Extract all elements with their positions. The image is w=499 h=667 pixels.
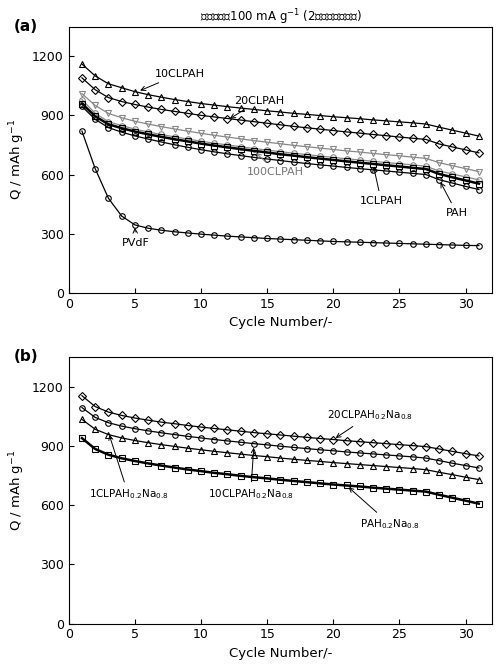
Y-axis label: Q / mAh g$^{-1}$: Q / mAh g$^{-1}$ xyxy=(7,450,26,531)
Text: 20CLPAH: 20CLPAH xyxy=(231,95,284,118)
Text: (a): (a) xyxy=(13,19,38,33)
Text: PVdF: PVdF xyxy=(122,229,150,247)
Text: (b): (b) xyxy=(13,350,38,364)
Y-axis label: Q / mAh g$^{-1}$: Q / mAh g$^{-1}$ xyxy=(7,119,26,200)
Text: 100CLPAH: 100CLPAH xyxy=(248,153,304,177)
X-axis label: Cycle Number/-: Cycle Number/- xyxy=(229,316,332,329)
Text: PAH$_{0.2}$Na$_{0.8}$: PAH$_{0.2}$Na$_{0.8}$ xyxy=(349,488,420,531)
Text: 1CLPAH$_{0.2}$Na$_{0.8}$: 1CLPAH$_{0.2}$Na$_{0.8}$ xyxy=(88,436,168,501)
Text: 10CLPAH: 10CLPAH xyxy=(141,69,205,91)
Text: 20CLPAH$_{0.2}$Na$_{0.8}$: 20CLPAH$_{0.2}$Na$_{0.8}$ xyxy=(327,408,413,438)
Text: 10CLPAH$_{0.2}$Na$_{0.8}$: 10CLPAH$_{0.2}$Na$_{0.8}$ xyxy=(208,449,293,501)
X-axis label: Cycle Number/-: Cycle Number/- xyxy=(229,647,332,660)
Text: PAH: PAH xyxy=(441,183,468,218)
Title: 電流密度：100 mA g$^{-1}$ (2サイクル目以降): 電流密度：100 mA g$^{-1}$ (2サイクル目以降) xyxy=(200,7,361,27)
Text: 1CLPAH: 1CLPAH xyxy=(360,167,403,206)
